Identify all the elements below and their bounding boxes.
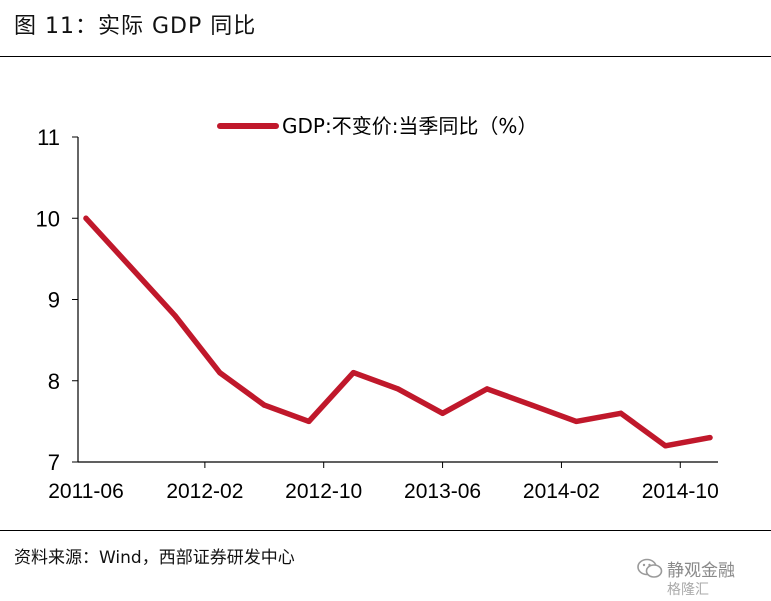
watermark-sub: 格隆汇 bbox=[667, 582, 709, 598]
x-tick-label: 2012-02 bbox=[166, 480, 243, 503]
x-tick-label: 2014-10 bbox=[642, 480, 719, 503]
data-point bbox=[707, 435, 713, 441]
data-point bbox=[127, 264, 134, 270]
data-point bbox=[439, 410, 446, 416]
x-tick-label: 2014-02 bbox=[523, 480, 600, 503]
x-tick-label: 2012-10 bbox=[285, 480, 362, 503]
wechat-icon bbox=[637, 558, 663, 584]
footer-rule bbox=[0, 530, 771, 531]
y-tick-label: 9 bbox=[48, 288, 60, 313]
watermark-name: 静观金融 bbox=[667, 561, 735, 581]
x-tick-label: 2013-06 bbox=[404, 480, 481, 503]
data-point bbox=[350, 370, 357, 376]
y-tick-label: 11 bbox=[37, 125, 60, 150]
data-point bbox=[395, 386, 401, 392]
data-point bbox=[618, 410, 624, 416]
source-note: 资料来源：Wind，西部证券研发中心 bbox=[14, 548, 295, 568]
data-point bbox=[573, 418, 579, 424]
data-point bbox=[172, 313, 178, 319]
chart: GDP:不变价:当季同比（%） 7 8 9 10 11 2011-06 2012-02 201… bbox=[36, 114, 719, 503]
data-point bbox=[83, 215, 89, 221]
legend-label: GDP:不变价:当季同比（%） bbox=[282, 114, 537, 138]
data-point bbox=[306, 418, 312, 424]
data-point bbox=[662, 443, 669, 449]
watermark: 静观金融 格隆汇 bbox=[635, 556, 765, 600]
ticks: 7 8 9 10 11 2011-06 2012-02 2012-10 2013-06 2014-… bbox=[36, 125, 719, 503]
y-tick-label: 7 bbox=[48, 450, 60, 475]
data-point bbox=[529, 402, 535, 408]
x-tick-label: 2011-06 bbox=[48, 480, 124, 503]
series-line bbox=[83, 215, 713, 449]
figure-title: 图 11：实际 GDP 同比 bbox=[14, 14, 257, 39]
series bbox=[83, 215, 713, 449]
data-point bbox=[217, 370, 223, 376]
title-rule bbox=[0, 56, 771, 57]
legend: GDP:不变价:当季同比（%） bbox=[217, 114, 537, 138]
y-tick-label: 10 bbox=[36, 206, 60, 231]
y-tick-label: 8 bbox=[48, 369, 60, 394]
data-point bbox=[261, 402, 267, 408]
data-point bbox=[484, 386, 490, 392]
